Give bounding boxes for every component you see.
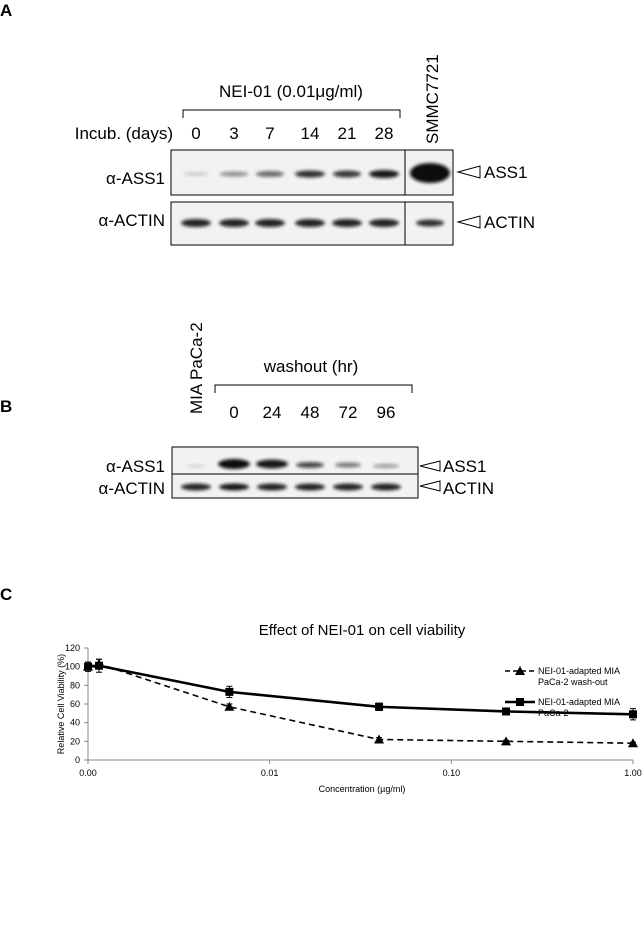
- y-tick-label: 120: [65, 643, 80, 653]
- marker: [515, 666, 525, 675]
- y-tick-label: 60: [70, 699, 80, 709]
- target-label: ACTIN: [443, 479, 494, 498]
- lane-label: 14: [301, 124, 320, 143]
- row-label: α-ACTIN: [99, 479, 166, 498]
- lane-label: 72: [339, 403, 358, 422]
- x-tick-label: 0.00: [79, 768, 97, 778]
- marker: [628, 738, 638, 748]
- lane-label: 48: [301, 403, 320, 422]
- plot: 0 20 40 60 80 100 120 0.00 0.01 0.10 1.00: [65, 643, 642, 778]
- marker: [84, 662, 92, 671]
- y-tick-label: 80: [70, 680, 80, 690]
- marker: [516, 698, 524, 706]
- lane-label: 3: [229, 124, 238, 143]
- lane-title: Incub. (days): [75, 124, 173, 143]
- marker: [501, 736, 512, 746]
- bracket: [182, 109, 401, 118]
- lane-label: 0: [229, 403, 238, 422]
- marker: [502, 707, 511, 716]
- y-tick-label: 0: [75, 755, 80, 765]
- row-label: α-ASS1: [106, 457, 165, 476]
- x-tick-label: 0.10: [443, 768, 461, 778]
- legend-entry: NEI-01-adapted MIA PaCa-2 wash-out: [505, 666, 633, 688]
- blot: [171, 446, 441, 499]
- panel-label: B: [0, 397, 12, 416]
- lane-label: 21: [338, 124, 357, 143]
- marker: [374, 734, 385, 744]
- lane-label: 7: [265, 124, 274, 143]
- target-label: ASS1: [484, 163, 527, 182]
- lane-label: 0: [191, 124, 200, 143]
- x-tick-label: 0.01: [261, 768, 279, 778]
- target-label: ASS1: [443, 457, 486, 476]
- y-tick-label: 20: [70, 736, 80, 746]
- x-tick-label: 1.00: [624, 768, 642, 778]
- x-axis-label: Concentration (µg/ml): [319, 784, 406, 794]
- lane-label: 24: [263, 403, 282, 422]
- marker: [375, 702, 384, 711]
- marker: [224, 701, 235, 711]
- marker: [225, 687, 234, 696]
- control-lane-label: MIA PaCa-2: [187, 322, 206, 414]
- y-tick-label: 100: [65, 662, 80, 672]
- control-lane-label: SMMC7721: [423, 54, 442, 144]
- legend-label: NEI-01-adapted MIA PaCa-2 wash-out: [538, 666, 620, 687]
- blot: [170, 149, 481, 246]
- legend-swatch: [505, 666, 535, 675]
- panel-label: C: [0, 585, 12, 604]
- panel-label: A: [0, 1, 12, 20]
- marker: [629, 710, 637, 719]
- row-label: α-ACTIN: [99, 211, 166, 230]
- row-label: α-ASS1: [106, 169, 165, 188]
- legend-entry: NEI-01-adapted MIA PaCa-2: [505, 697, 633, 719]
- series-line: [87, 663, 634, 744]
- target-label: ACTIN: [484, 213, 535, 232]
- marker: [95, 661, 104, 670]
- lane-title: washout (hr): [263, 357, 358, 376]
- chart-title: Effect of NEI-01 on cell viability: [259, 622, 466, 639]
- legend-swatch: [505, 698, 535, 706]
- treatment-label: NEI-01 (0.01μg/ml): [219, 82, 363, 101]
- lane-label: 28: [375, 124, 394, 143]
- y-tick-label: 40: [70, 718, 80, 728]
- legend: NEI-01-adapted MIA PaCa-2 wash-out NEI-01…: [505, 666, 633, 728]
- legend-label: NEI-01-adapted MIA PaCa-2: [538, 697, 620, 718]
- bracket: [214, 384, 413, 393]
- y-axis-label: Relative Cell Viability (%): [56, 654, 66, 754]
- lane-label: 96: [377, 403, 396, 422]
